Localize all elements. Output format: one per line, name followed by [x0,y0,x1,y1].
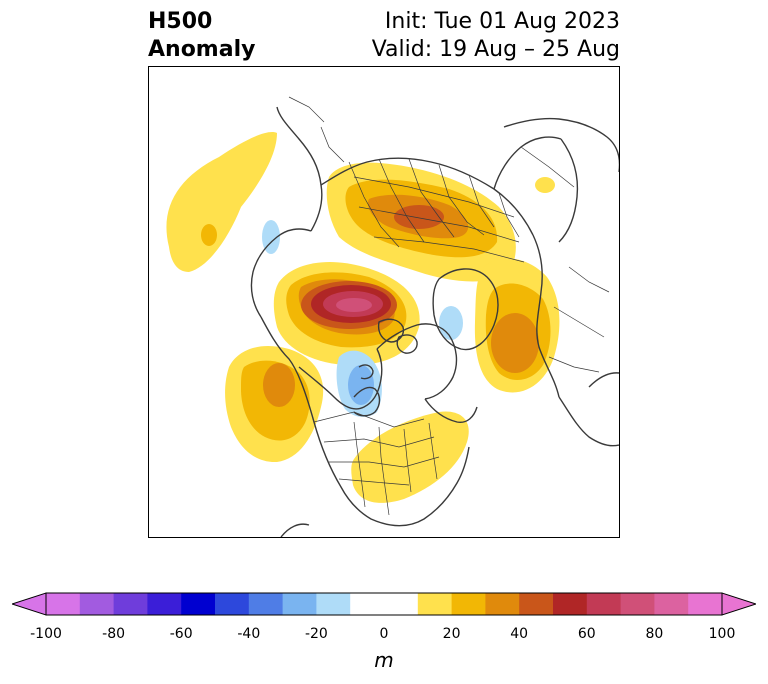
positive-anomaly-layer [166,132,560,503]
colorbar-tick-label: 20 [442,626,461,642]
siberia-coast-trough [262,220,280,254]
colorbar-tick-label: 60 [577,626,596,642]
colorbar-tick-label: 40 [510,626,529,642]
colorbar-under-arrow [12,592,47,616]
colorbar-tick-label: -100 [30,626,62,642]
eastern-us-ridge-10 [351,411,469,503]
title-line-1: H500 [148,9,213,34]
colorbar-tick-label: 100 [708,626,736,642]
alaska-ridge-70 [336,298,372,312]
colorbar-bin [79,593,115,615]
colorbar-bins [46,593,723,615]
colorbar-bin [654,593,689,615]
hudson-trough-20 [348,365,374,405]
colorbar-bin [417,593,453,615]
political-boundaries [288,96,610,516]
colorbar-unit: m [374,648,394,672]
map-title: H500 Anomaly [148,8,255,64]
colorbar-bin [282,593,317,615]
map-canvas [166,96,619,537]
colorbar-over-arrow [721,592,756,616]
forecast-dates: Init: Tue 01 Aug 2023 Valid: 19 Aug – 25… [372,8,620,64]
colorbar-bin [620,593,655,615]
colorbar-bin [316,593,351,615]
colorbar-bin [181,593,216,615]
colorbar-tick-label: -60 [169,626,193,642]
colorbar-bin [485,593,520,615]
colorbar-bin [688,593,723,615]
colorbar-bin [350,593,419,615]
eurasia-ridge-40 [394,205,444,229]
colorbar-bin [46,593,81,615]
colorbar [12,592,756,616]
anomaly-map [148,66,620,538]
colorbar-outline [45,592,723,616]
colorbar-tick-label: -40 [237,626,261,642]
colorbar-bin [553,593,588,615]
colorbar-tick-label: 0 [379,626,389,642]
colorbar-bin [451,593,486,615]
colorbar-bin [248,593,284,615]
colorbar-bin [586,593,622,615]
western-ridge-30 [263,363,295,407]
colorbar-tick-label: 80 [645,626,664,642]
title-line-2: Anomaly [148,37,256,62]
colorbar-bin [215,593,250,615]
colorbar-bin [147,593,182,615]
colorbar-tick-label: -80 [102,626,126,642]
north-pacific-ridge-10 [166,132,277,272]
valid-range: Valid: 19 Aug – 25 Aug [371,37,620,62]
north-pacific-ridge-20 [201,224,217,246]
init-date: Init: Tue 01 Aug 2023 [384,9,620,34]
atlantic-ridge-30 [491,313,539,373]
colorbar-bin [113,593,148,615]
colorbar-tick-label: -20 [304,626,328,642]
east-siberia-warm-spot [535,177,555,193]
colorbar-bin [519,593,554,615]
